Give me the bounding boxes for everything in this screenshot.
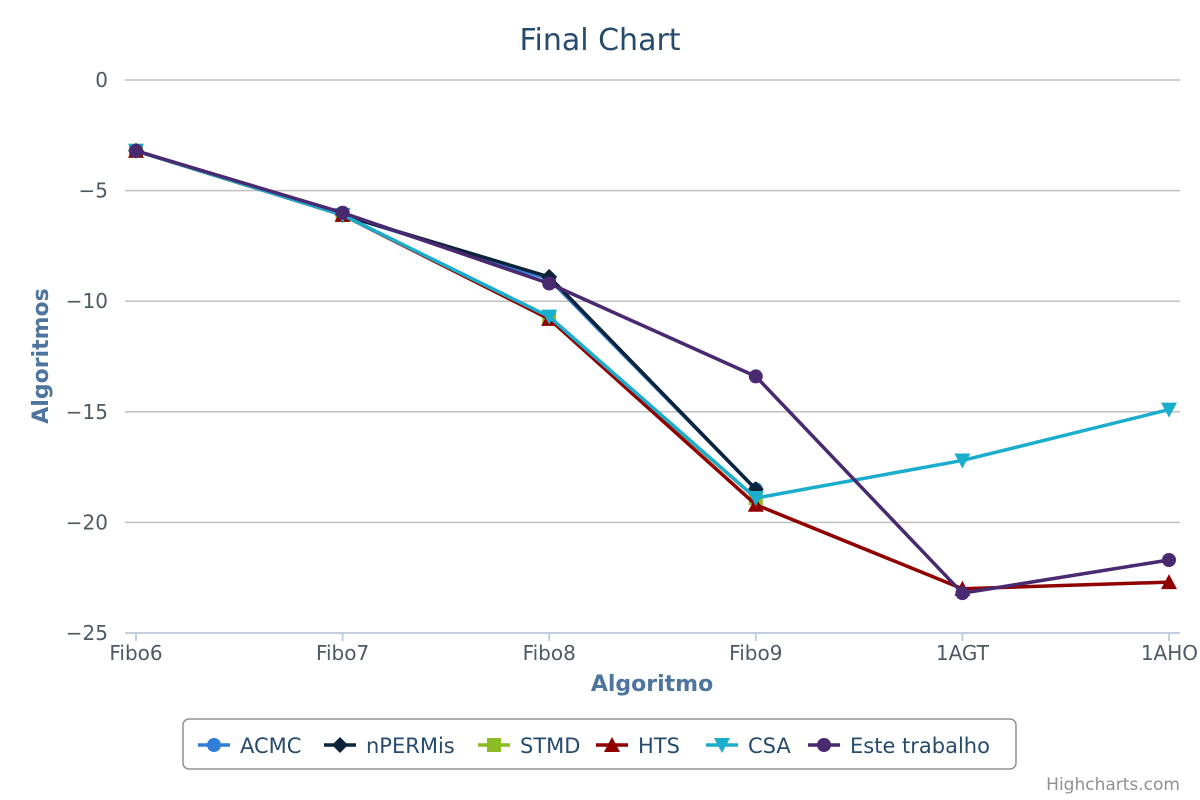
x-tick-label: Fibo7: [316, 641, 369, 665]
credits-link[interactable]: Highcharts.com: [1046, 775, 1180, 795]
x-tick-label: 1AHO: [1141, 641, 1198, 665]
legend-label: Este trabalho: [850, 734, 990, 758]
legend-item-este-trabalho[interactable]: Este trabalho: [808, 734, 990, 758]
data-point[interactable]: [1162, 553, 1176, 568]
data-point[interactable]: [748, 369, 763, 384]
data-point[interactable]: [335, 205, 350, 220]
legend-label: ACMC: [240, 734, 301, 758]
x-tick-label: Fibo6: [109, 641, 162, 665]
legend-marker-symbol[interactable]: [332, 737, 348, 753]
legend-label: STMD: [520, 734, 580, 758]
series-line: [135, 149, 1170, 595]
x-axis-ticks: Fibo6 Fibo7 Fibo8 Fibo9 1AGT 1AHO: [109, 633, 1198, 665]
x-tick-label: Fibo9: [729, 641, 782, 665]
x-tick-label: 1AGT: [936, 641, 990, 665]
series-stmd: [129, 143, 763, 506]
series-group: [128, 142, 1177, 601]
y-tick-label: −25: [66, 621, 108, 645]
y-tick-label: −5: [79, 179, 108, 203]
legend-item-npermis[interactable]: nPERMis: [324, 734, 455, 758]
legend-item-stmd[interactable]: STMD: [478, 734, 580, 758]
legend-marker-symbol[interactable]: [817, 738, 831, 752]
legend-label: nPERMis: [366, 734, 455, 758]
legend-marker-symbol[interactable]: [207, 738, 221, 752]
data-point[interactable]: [129, 143, 143, 158]
legend: ACMC nPERMis STMD HTS CSA Este trabalho: [182, 718, 1017, 770]
y-tick-label: −20: [66, 510, 108, 534]
data-point[interactable]: [955, 586, 970, 601]
data-point[interactable]: [954, 453, 971, 469]
legend-marker-symbol[interactable]: [714, 738, 730, 753]
legend-marker-symbol[interactable]: [604, 737, 620, 752]
data-point[interactable]: [541, 309, 558, 325]
y-tick-label: 0: [95, 68, 108, 92]
y-tick-label: −15: [66, 400, 108, 424]
data-point[interactable]: [1161, 402, 1177, 418]
chart-title: Final Chart: [519, 23, 680, 58]
legend-label: HTS: [638, 734, 680, 758]
x-tick-label: Fibo8: [523, 641, 576, 665]
series-csa: [128, 143, 1177, 507]
data-point[interactable]: [1161, 574, 1177, 590]
series-acmc: [129, 143, 763, 497]
series-hts: [128, 142, 1177, 596]
series-line: [135, 149, 758, 491]
legend-item-csa[interactable]: CSA: [706, 734, 791, 758]
legend-item-acmc[interactable]: ACMC: [198, 734, 301, 758]
data-point[interactable]: [747, 491, 764, 507]
series-line: [135, 149, 757, 500]
series-este-trabalho: [129, 143, 1176, 601]
legend-marker-symbol[interactable]: [487, 738, 501, 752]
y-tick-label: −10: [66, 289, 108, 313]
legend-label: CSA: [748, 734, 791, 758]
data-point[interactable]: [542, 276, 557, 291]
series-line: [135, 149, 758, 491]
series-line: [135, 149, 1170, 500]
y-axis-title: Algoritmos: [29, 288, 54, 423]
legend-item-hts[interactable]: HTS: [596, 734, 680, 758]
y-axis-ticks: 0 −5 −10 −15 −20 −25: [66, 68, 108, 645]
grid-lines: [125, 79, 1180, 524]
x-axis-title: Algoritmo: [591, 672, 713, 697]
series-npermis: [128, 142, 764, 498]
